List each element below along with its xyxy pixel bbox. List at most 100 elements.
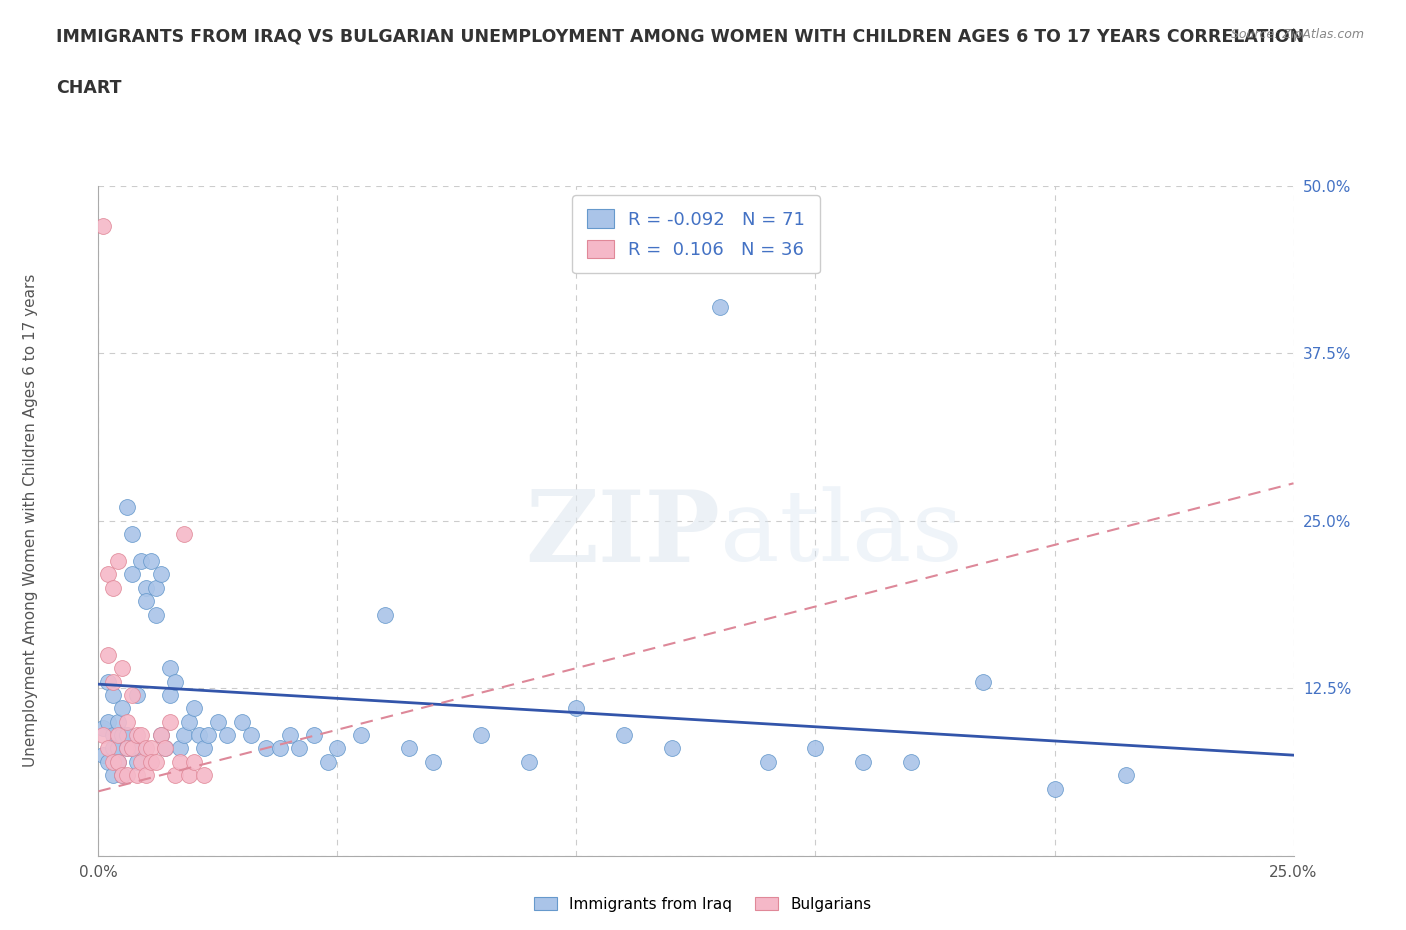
Point — [269, 741, 291, 756]
Point — [169, 741, 191, 756]
Point — [115, 741, 138, 756]
Point — [121, 526, 143, 541]
Point — [179, 714, 201, 729]
Point — [139, 741, 162, 756]
Point — [115, 768, 138, 783]
Point — [169, 754, 191, 769]
Point — [145, 607, 167, 622]
Point — [101, 754, 124, 769]
Point — [115, 500, 138, 515]
Point — [374, 607, 396, 622]
Text: Unemployment Among Women with Children Ages 6 to 17 years: Unemployment Among Women with Children A… — [24, 274, 38, 767]
Point — [197, 727, 219, 742]
Point — [97, 567, 120, 582]
Point — [91, 721, 114, 736]
Point — [163, 768, 186, 783]
Point — [115, 714, 138, 729]
Point — [135, 593, 157, 608]
Point — [101, 768, 124, 783]
Point — [135, 768, 157, 783]
Point — [302, 727, 325, 742]
Point — [131, 741, 153, 756]
Point — [97, 647, 120, 662]
Point — [101, 741, 124, 756]
Point — [1043, 781, 1066, 796]
Point — [155, 741, 177, 756]
Point — [115, 727, 138, 742]
Point — [101, 727, 124, 742]
Point — [111, 727, 134, 742]
Text: atlas: atlas — [720, 486, 963, 582]
Text: IMMIGRANTS FROM IRAQ VS BULGARIAN UNEMPLOYMENT AMONG WOMEN WITH CHILDREN AGES 6 : IMMIGRANTS FROM IRAQ VS BULGARIAN UNEMPL… — [56, 28, 1305, 46]
Point — [207, 714, 229, 729]
Point — [193, 768, 215, 783]
Point — [316, 754, 339, 769]
Point — [91, 727, 114, 742]
Point — [107, 553, 129, 568]
Point — [179, 768, 201, 783]
Legend: R = -0.092   N = 71, R =  0.106   N = 36: R = -0.092 N = 71, R = 0.106 N = 36 — [572, 195, 820, 273]
Point — [852, 754, 875, 769]
Point — [565, 701, 588, 716]
Point — [398, 741, 420, 756]
Point — [350, 727, 373, 742]
Point — [145, 580, 167, 595]
Point — [422, 754, 444, 769]
Point — [91, 219, 114, 233]
Point — [111, 701, 134, 716]
Point — [101, 687, 124, 702]
Point — [107, 741, 129, 756]
Point — [131, 754, 153, 769]
Point — [900, 754, 922, 769]
Point — [121, 687, 143, 702]
Point — [149, 567, 172, 582]
Point — [1115, 768, 1137, 783]
Point — [183, 754, 205, 769]
Text: CHART: CHART — [56, 79, 122, 97]
Point — [145, 754, 167, 769]
Point — [125, 768, 148, 783]
Point — [240, 727, 263, 742]
Point — [159, 714, 181, 729]
Point — [107, 754, 129, 769]
Point — [111, 660, 134, 675]
Point — [661, 741, 683, 756]
Point — [121, 567, 143, 582]
Point — [135, 580, 157, 595]
Point — [278, 727, 301, 742]
Text: Source: ZipAtlas.com: Source: ZipAtlas.com — [1230, 28, 1364, 41]
Point — [613, 727, 636, 742]
Point — [139, 754, 162, 769]
Point — [149, 727, 172, 742]
Point — [470, 727, 492, 742]
Point — [121, 741, 143, 756]
Point — [115, 741, 138, 756]
Point — [159, 660, 181, 675]
Point — [101, 674, 124, 689]
Point — [139, 553, 162, 568]
Point — [326, 741, 349, 756]
Point — [173, 727, 195, 742]
Point — [149, 727, 172, 742]
Point — [107, 714, 129, 729]
Point — [972, 674, 994, 689]
Point — [107, 727, 129, 742]
Point — [125, 754, 148, 769]
Legend: Immigrants from Iraq, Bulgarians: Immigrants from Iraq, Bulgarians — [529, 890, 877, 918]
Point — [517, 754, 540, 769]
Point — [254, 741, 277, 756]
Point — [97, 741, 120, 756]
Point — [131, 727, 153, 742]
Point — [111, 768, 134, 783]
Point — [97, 714, 120, 729]
Point — [125, 727, 148, 742]
Point — [121, 741, 143, 756]
Point — [111, 768, 134, 783]
Point — [135, 741, 157, 756]
Point — [155, 741, 177, 756]
Point — [107, 754, 129, 769]
Point — [125, 687, 148, 702]
Point — [159, 687, 181, 702]
Point — [756, 754, 779, 769]
Point — [709, 299, 731, 314]
